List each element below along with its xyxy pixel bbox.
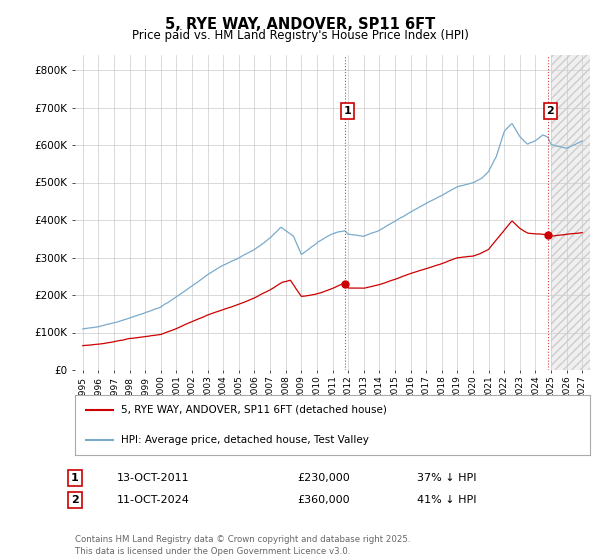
- Text: 2: 2: [71, 495, 79, 505]
- Text: 1: 1: [71, 473, 79, 483]
- Text: £360,000: £360,000: [297, 495, 350, 505]
- Text: Contains HM Land Registry data © Crown copyright and database right 2025.
This d: Contains HM Land Registry data © Crown c…: [75, 535, 410, 556]
- Text: 41% ↓ HPI: 41% ↓ HPI: [417, 495, 476, 505]
- Text: £230,000: £230,000: [297, 473, 350, 483]
- Text: HPI: Average price, detached house, Test Valley: HPI: Average price, detached house, Test…: [121, 435, 369, 445]
- Text: 2: 2: [547, 106, 554, 116]
- Text: 5, RYE WAY, ANDOVER, SP11 6FT: 5, RYE WAY, ANDOVER, SP11 6FT: [165, 17, 435, 32]
- Text: Price paid vs. HM Land Registry's House Price Index (HPI): Price paid vs. HM Land Registry's House …: [131, 29, 469, 42]
- Text: 5, RYE WAY, ANDOVER, SP11 6FT (detached house): 5, RYE WAY, ANDOVER, SP11 6FT (detached …: [121, 405, 387, 415]
- Text: 37% ↓ HPI: 37% ↓ HPI: [417, 473, 476, 483]
- Text: 13-OCT-2011: 13-OCT-2011: [117, 473, 190, 483]
- Bar: [551, 55, 590, 370]
- Bar: [551, 55, 590, 370]
- Text: 11-OCT-2024: 11-OCT-2024: [117, 495, 190, 505]
- Text: 1: 1: [343, 106, 351, 116]
